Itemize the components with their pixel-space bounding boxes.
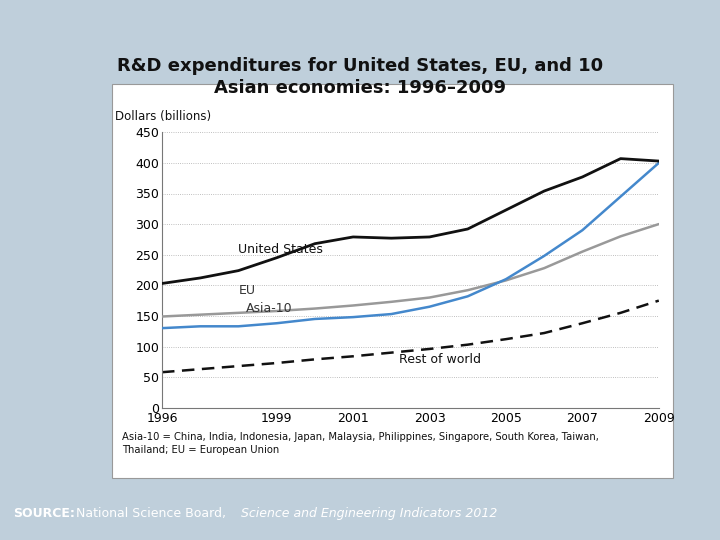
Text: EU: EU bbox=[238, 284, 256, 296]
Text: Science and Engineering Indicators 2012: Science and Engineering Indicators 2012 bbox=[241, 507, 498, 520]
Text: R&D expenditures for United States, EU, and 10
Asian economies: 1996–2009: R&D expenditures for United States, EU, … bbox=[117, 57, 603, 97]
Text: Asia-10 = China, India, Indonesia, Japan, Malaysia, Philippines, Singapore, Sout: Asia-10 = China, India, Indonesia, Japan… bbox=[122, 432, 599, 455]
Text: Rest of world: Rest of world bbox=[399, 354, 481, 367]
Text: SOURCE:: SOURCE: bbox=[13, 507, 75, 520]
Text: National Science Board,: National Science Board, bbox=[76, 507, 225, 520]
Text: United States: United States bbox=[238, 244, 323, 256]
Text: Dollars (billions): Dollars (billions) bbox=[114, 110, 211, 123]
Text: Asia-10: Asia-10 bbox=[246, 302, 293, 315]
